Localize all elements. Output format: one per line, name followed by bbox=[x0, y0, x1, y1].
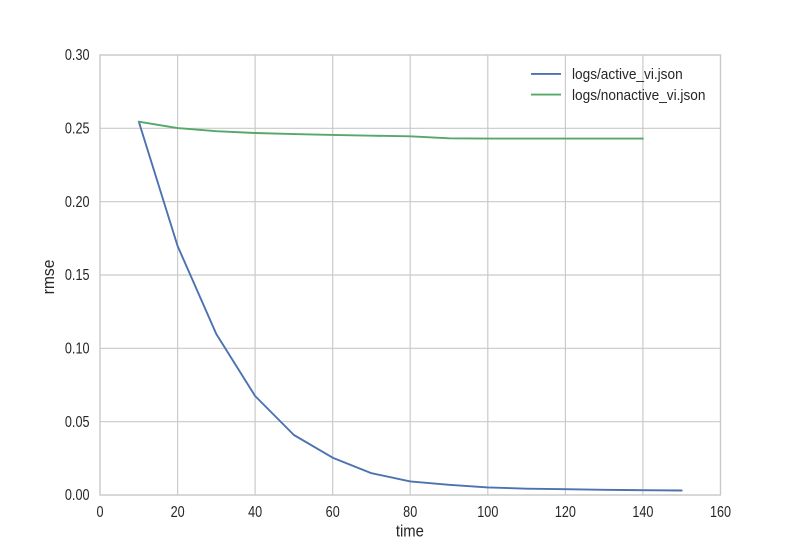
svg-text:160: 160 bbox=[710, 504, 731, 522]
svg-text:120: 120 bbox=[555, 504, 576, 522]
svg-text:20: 20 bbox=[171, 504, 185, 522]
svg-text:0: 0 bbox=[96, 504, 103, 522]
svg-text:0.25: 0.25 bbox=[65, 120, 90, 138]
svg-text:logs/active_vi.json: logs/active_vi.json bbox=[572, 67, 683, 84]
svg-text:0.30: 0.30 bbox=[65, 47, 90, 65]
svg-text:140: 140 bbox=[632, 504, 653, 522]
svg-text:100: 100 bbox=[477, 504, 498, 522]
svg-text:40: 40 bbox=[248, 504, 262, 522]
svg-text:60: 60 bbox=[326, 504, 340, 522]
svg-text:0.10: 0.10 bbox=[65, 340, 90, 358]
svg-text:logs/nonactive_vi.json: logs/nonactive_vi.json bbox=[572, 87, 705, 104]
svg-text:time: time bbox=[396, 523, 424, 541]
svg-text:rmse: rmse bbox=[40, 260, 58, 295]
svg-text:0.15: 0.15 bbox=[65, 267, 90, 285]
svg-text:80: 80 bbox=[403, 504, 417, 522]
svg-text:0.05: 0.05 bbox=[65, 414, 90, 432]
svg-text:0.00: 0.00 bbox=[65, 487, 90, 505]
svg-text:0.20: 0.20 bbox=[65, 194, 90, 212]
